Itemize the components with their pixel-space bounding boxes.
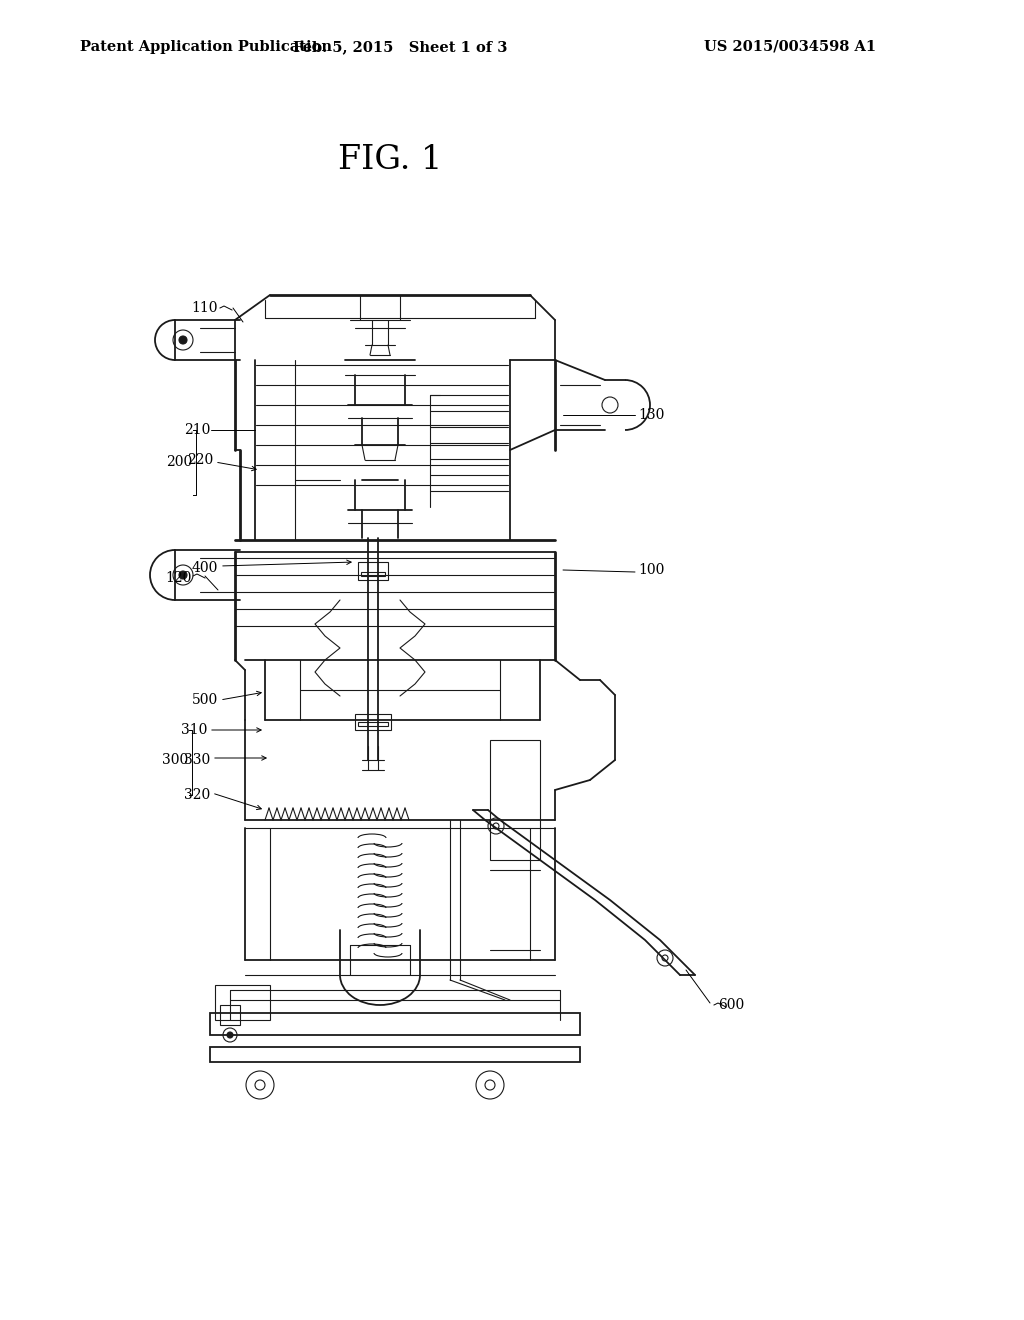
Bar: [355, 714, 391, 730]
Text: Feb. 5, 2015   Sheet 1 of 3: Feb. 5, 2015 Sheet 1 of 3: [293, 40, 507, 54]
Text: 130: 130: [638, 408, 665, 422]
Text: 210: 210: [183, 422, 210, 437]
Text: 500: 500: [191, 693, 218, 708]
Text: 600: 600: [718, 998, 744, 1012]
Text: 110: 110: [191, 301, 218, 315]
Bar: [220, 1005, 240, 1026]
Text: 220: 220: [186, 453, 213, 467]
Circle shape: [179, 572, 187, 579]
Circle shape: [227, 1032, 233, 1038]
Text: FIG. 1: FIG. 1: [338, 144, 442, 176]
Bar: [490, 741, 540, 861]
Bar: [210, 1047, 580, 1063]
Text: 300: 300: [162, 752, 188, 767]
Text: 120: 120: [166, 572, 193, 585]
Text: 200: 200: [166, 455, 193, 469]
Bar: [210, 1012, 580, 1035]
Bar: [215, 985, 270, 1020]
Text: 330: 330: [183, 752, 210, 767]
Text: 310: 310: [180, 723, 207, 737]
Text: 320: 320: [183, 788, 210, 803]
Bar: [358, 562, 388, 579]
Text: 100: 100: [638, 564, 665, 577]
Bar: [358, 722, 388, 726]
Text: Patent Application Publication: Patent Application Publication: [80, 40, 332, 54]
Text: 400: 400: [191, 561, 218, 576]
Circle shape: [179, 337, 187, 345]
Bar: [361, 572, 385, 576]
Text: US 2015/0034598 A1: US 2015/0034598 A1: [703, 40, 877, 54]
